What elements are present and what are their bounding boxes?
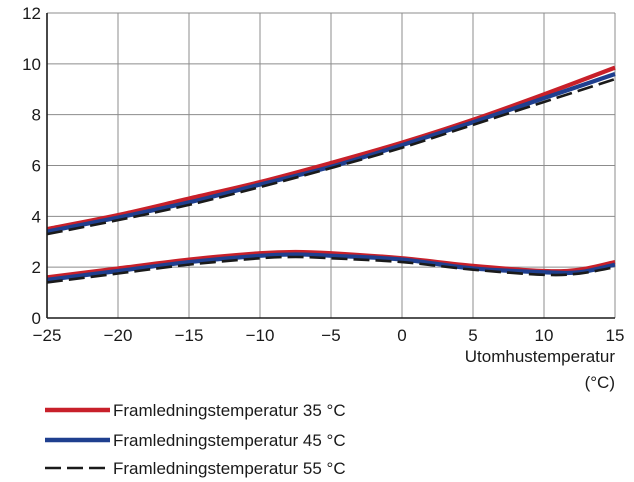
axes: [46, 13, 615, 319]
x-axis-unit: (°C): [585, 373, 615, 392]
y-tick-label: 2: [32, 258, 41, 277]
y-tick-label: 0: [32, 309, 41, 328]
series-line-2-lower: [46, 252, 616, 282]
x-tick-label: 10: [535, 326, 554, 345]
series-layer: [46, 65, 616, 284]
x-axis-title: Utomhustemperatur: [465, 347, 616, 366]
y-tick-label: 10: [22, 55, 41, 74]
x-tick-label: 0: [397, 326, 406, 345]
x-tick-label: 15: [606, 326, 625, 345]
x-tick-label: −25: [33, 326, 62, 345]
legend-label-2: Framledningstemperatur 45 °C: [113, 431, 346, 450]
legend-label-3: Framledningstemperatur 55 °C: [113, 459, 346, 478]
series-line-3-lower: [46, 255, 616, 284]
series-line-3-upper: [46, 77, 616, 236]
y-tick-label: 8: [32, 106, 41, 125]
y-tick-label: 6: [32, 157, 41, 176]
y-tick-label: 4: [32, 207, 41, 226]
x-tick-label: −5: [321, 326, 340, 345]
x-tick-label: −10: [246, 326, 275, 345]
legend: Framledningstemperatur 35 °C Framlednings…: [45, 401, 346, 478]
legend-label-1: Framledningstemperatur 35 °C: [113, 401, 346, 420]
x-tick-label: −20: [104, 326, 133, 345]
series-line-1-upper: [46, 65, 616, 232]
y-tick-label: 12: [22, 4, 41, 23]
tick-labels: −25 −20 −15 −10 −5 0 5 10 15 0 2 4 6 8 10 12: [22, 4, 624, 345]
x-tick-label: −15: [175, 326, 204, 345]
x-tick-label: 5: [468, 326, 477, 345]
